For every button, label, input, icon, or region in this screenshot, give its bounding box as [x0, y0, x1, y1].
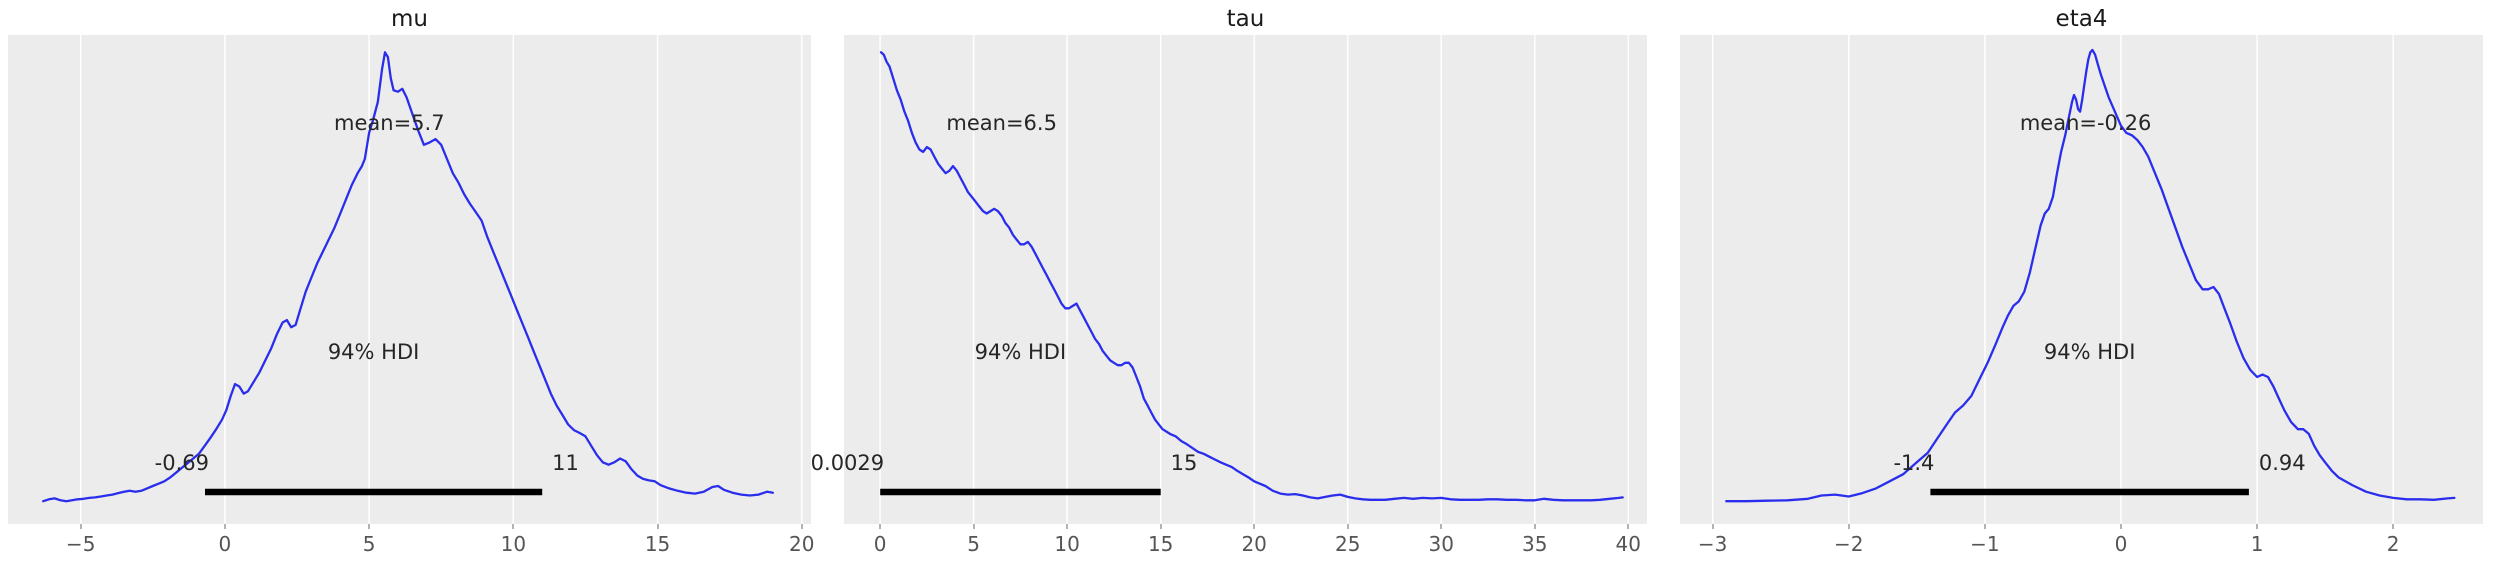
posterior-panel-tau: tau mean=6.5 94% HDI 0.0029 15 0 5 10 15 20 2… — [811, 0, 1647, 563]
x-tick-mark — [879, 524, 881, 529]
x-tick-mark — [1627, 524, 1629, 529]
hdi-lower-value: -0.69 — [154, 451, 209, 475]
plot-area: mean=-0.26 94% HDI -1.4 0.94 — [1680, 35, 2483, 524]
x-tick-mark — [512, 524, 514, 529]
plot-area: mean=5.7 94% HDI -0.69 11 — [8, 35, 811, 524]
panel-title: mu — [391, 6, 428, 32]
hdi-label: 94% HDI — [2043, 340, 2136, 364]
hdi-lower-value: 0.0029 — [810, 451, 885, 475]
x-tick-label: −3 — [1697, 532, 1728, 556]
x-tick-mark — [657, 524, 659, 529]
hdi-label: 94% HDI — [974, 340, 1067, 364]
x-tick-mark — [1848, 524, 1850, 529]
mean-annotation: mean=5.7 — [334, 111, 445, 135]
kde-curve — [42, 51, 775, 503]
x-tick-mark — [1253, 524, 1255, 529]
x-tick-mark — [80, 524, 82, 529]
kde-plot-svg — [879, 35, 1630, 524]
x-tick-label: 20 — [789, 532, 815, 556]
x-tick-label: 40 — [1615, 532, 1642, 556]
x-tick-mark — [1347, 524, 1349, 529]
x-tick-label: 1 — [2250, 532, 2264, 556]
x-tick-mark — [1984, 524, 1986, 529]
x-tick-mark — [2256, 524, 2258, 529]
x-tick-mark — [2120, 524, 2122, 529]
x-tick-mark — [1534, 524, 1536, 529]
x-tick-mark — [1712, 524, 1714, 529]
x-tick-label: 35 — [1522, 532, 1548, 556]
x-tick-mark — [1440, 524, 1442, 529]
x-tick-label: 5 — [967, 532, 980, 556]
x-tick-label: −5 — [65, 532, 96, 556]
mean-annotation: mean=-0.26 — [2019, 111, 2152, 135]
x-tick-label: 30 — [1428, 532, 1454, 556]
x-tick-mark — [368, 524, 370, 529]
hdi-lower-value: -1.4 — [1893, 451, 1935, 475]
x-tick-mark — [1066, 524, 1068, 529]
x-axis: −5 0 5 10 15 20 — [8, 524, 815, 563]
posterior-panel-mu: mu mean=5.7 94% HDI -0.69 11 −5 0 5 10 15 20 — [8, 0, 815, 563]
x-axis: 0 5 10 15 20 25 30 35 40 — [844, 524, 1647, 563]
x-tick-mark — [224, 524, 226, 529]
kde-plot-svg — [42, 35, 803, 524]
x-tick-label: −2 — [1834, 532, 1864, 556]
x-tick-label: −1 — [1970, 532, 2000, 556]
x-tick-mark — [1160, 524, 1162, 529]
hdi-label: 94% HDI — [327, 340, 420, 364]
x-tick-label: 0 — [2114, 532, 2128, 556]
x-tick-label: 10 — [1054, 532, 1080, 556]
hdi-upper-value: 0.94 — [2258, 451, 2306, 475]
x-axis: −3 −2 −1 0 1 2 — [1680, 524, 2483, 563]
hdi-upper-value: 15 — [1170, 451, 1198, 475]
panel-title: eta4 — [2055, 6, 2108, 32]
kde-curve — [879, 51, 1624, 502]
x-tick-label: 2 — [2386, 532, 2400, 556]
x-tick-label: 5 — [362, 532, 376, 556]
posterior-panel-eta4: eta4 mean=-0.26 94% HDI -1.4 0.94 −3 −2 −1… — [1680, 0, 2483, 563]
x-tick-mark — [801, 524, 803, 529]
panel-title: tau — [1226, 6, 1265, 32]
x-tick-label: 10 — [500, 532, 527, 556]
x-tick-label: 25 — [1334, 532, 1361, 556]
hdi-upper-value: 11 — [552, 451, 579, 475]
x-tick-label: 15 — [644, 532, 671, 556]
x-tick-label: 15 — [1147, 532, 1174, 556]
kde-curve — [1725, 48, 2456, 503]
x-tick-label: 20 — [1241, 532, 1267, 556]
x-tick-label: 0 — [873, 532, 887, 556]
kde-plot-svg — [1711, 35, 2456, 524]
x-tick-label: 0 — [218, 532, 232, 556]
mean-annotation: mean=6.5 — [946, 111, 1057, 135]
plot-area: mean=6.5 94% HDI 0.0029 15 — [811, 35, 1647, 524]
x-tick-mark — [2392, 524, 2394, 529]
x-tick-mark — [973, 524, 975, 529]
